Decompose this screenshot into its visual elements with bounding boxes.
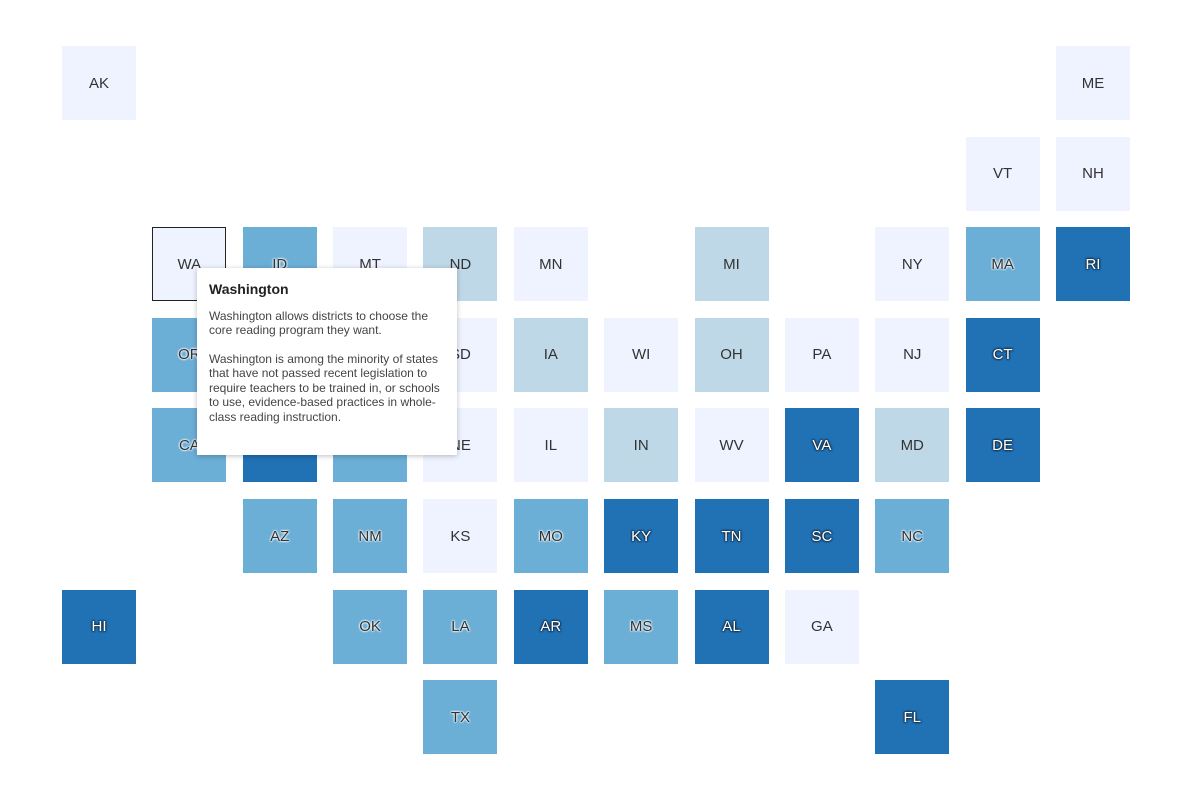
state-tile-ri[interactable]: RI — [1055, 227, 1130, 302]
state-tile-ms[interactable]: MS — [604, 589, 679, 664]
state-tile-md[interactable]: MD — [875, 408, 950, 483]
state-label: CT — [992, 346, 1013, 364]
state-tile-ky[interactable]: KY — [604, 499, 679, 573]
state-tile-wi[interactable]: WI — [604, 317, 679, 392]
state-label: OK — [359, 618, 381, 636]
state-label: DE — [992, 436, 1014, 454]
state-tile-in[interactable]: IN — [604, 408, 679, 483]
state-tile-vt[interactable]: VT — [965, 136, 1040, 211]
state-tooltip: Washington Washington allows districts t… — [197, 268, 457, 455]
state-tile-nm[interactable]: NM — [333, 499, 408, 573]
state-tile-ct[interactable]: CT — [965, 317, 1040, 392]
state-label: LA — [451, 618, 470, 636]
state-label: AR — [540, 618, 562, 636]
state-tile-al[interactable]: AL — [694, 589, 769, 664]
state-label: WA — [177, 255, 202, 273]
state-label: WV — [719, 436, 744, 454]
state-label: NH — [1082, 165, 1104, 183]
state-tile-tn[interactable]: TN — [694, 499, 769, 573]
state-tile-nh[interactable]: NH — [1055, 136, 1130, 211]
state-label: MA — [991, 255, 1014, 273]
state-label: FL — [903, 708, 921, 726]
state-label: SC — [811, 527, 833, 545]
state-label: OH — [720, 346, 743, 364]
state-label: RI — [1085, 255, 1101, 273]
state-tile-pa[interactable]: PA — [784, 317, 859, 392]
state-tile-fl[interactable]: FL — [875, 680, 950, 755]
state-label: MD — [900, 436, 924, 454]
state-label: IL — [544, 436, 558, 454]
state-tile-nj[interactable]: NJ — [875, 317, 950, 392]
state-label: MO — [538, 527, 563, 545]
state-label: OR — [178, 346, 201, 364]
state-tile-az[interactable]: AZ — [242, 499, 317, 573]
state-label: HI — [91, 618, 107, 636]
state-tile-mi[interactable]: MI — [694, 227, 769, 302]
state-label: IN — [633, 436, 649, 454]
state-label: KS — [450, 527, 471, 545]
state-label: PA — [812, 346, 832, 364]
state-label: IA — [543, 346, 558, 364]
state-label: MN — [539, 255, 563, 273]
state-tile-hi[interactable]: HI — [62, 589, 136, 664]
state-label: WI — [631, 346, 651, 364]
state-tile-ar[interactable]: AR — [513, 589, 588, 664]
state-tile-sc[interactable]: SC — [784, 499, 859, 573]
state-tile-mo[interactable]: MO — [513, 499, 588, 573]
tooltip-paragraph-2: Washington is among the minority of stat… — [209, 351, 440, 424]
state-tile-va[interactable]: VA — [784, 408, 859, 483]
state-tile-me[interactable]: ME — [1055, 46, 1130, 120]
state-tile-oh[interactable]: OH — [694, 317, 769, 392]
state-tile-il[interactable]: IL — [513, 408, 588, 483]
state-label: VA — [812, 436, 832, 454]
state-label: MS — [629, 618, 653, 636]
state-label: CA — [178, 436, 200, 454]
state-tile-la[interactable]: LA — [423, 589, 498, 664]
state-label: MI — [723, 255, 740, 273]
state-label: NC — [901, 527, 924, 545]
state-tile-wa[interactable]: WA — [152, 227, 227, 302]
state-label: VT — [993, 165, 1013, 183]
state-tile-ga[interactable]: GA — [784, 589, 859, 664]
state-label: AK — [88, 74, 109, 92]
state-tile-tx[interactable]: TX — [423, 680, 498, 755]
state-label: TX — [450, 708, 471, 726]
state-tile-ia[interactable]: IA — [513, 317, 588, 392]
state-tile-ny[interactable]: NY — [875, 227, 950, 302]
state-label: NM — [358, 527, 382, 545]
tooltip-paragraph-1: Washington allows districts to choose th… — [209, 308, 428, 338]
tooltip-title: Washington — [209, 281, 289, 297]
state-label: GA — [811, 618, 833, 636]
state-label: KY — [631, 527, 652, 545]
state-tile-ok[interactable]: OK — [333, 589, 408, 664]
state-label: TN — [721, 527, 742, 545]
state-tile-ks[interactable]: KS — [423, 499, 498, 573]
state-tile-ma[interactable]: MA — [965, 227, 1040, 302]
state-tile-de[interactable]: DE — [965, 408, 1040, 483]
state-tile-nc[interactable]: NC — [875, 499, 950, 573]
state-label: AZ — [270, 527, 290, 545]
state-label: ME — [1081, 74, 1105, 92]
state-label: AL — [722, 618, 741, 636]
state-tile-wv[interactable]: WV — [694, 408, 769, 483]
state-tile-ak[interactable]: AK — [62, 46, 136, 120]
state-label: NJ — [903, 346, 922, 364]
state-tile-mn[interactable]: MN — [513, 227, 588, 302]
state-label: NY — [901, 255, 923, 273]
